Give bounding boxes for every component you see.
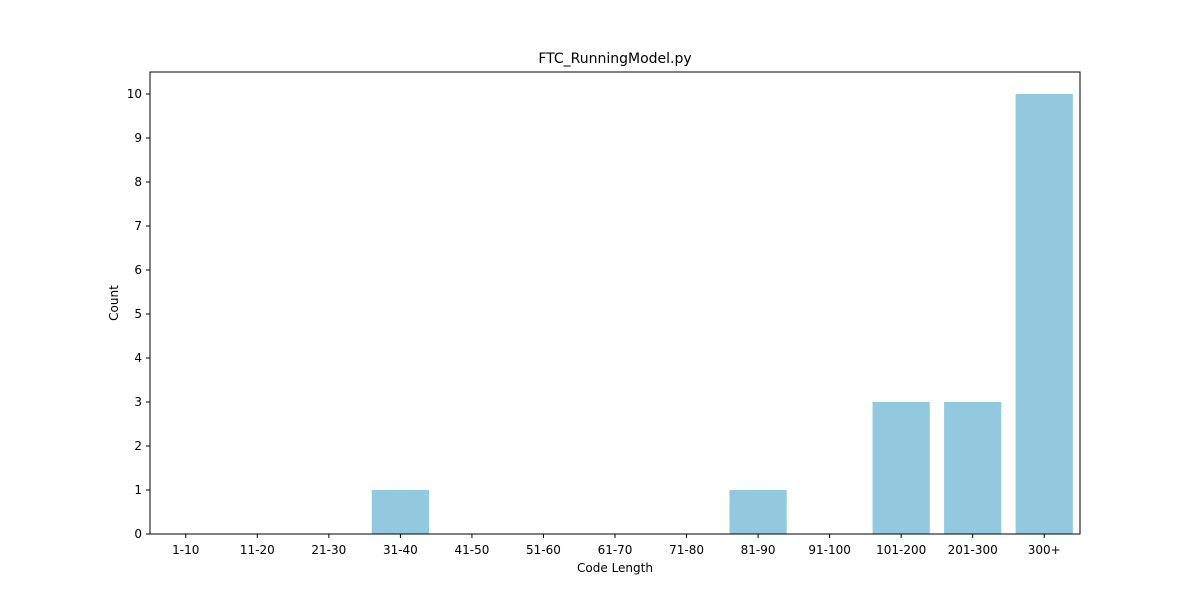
chart-title: FTC_RunningModel.py	[538, 51, 691, 67]
bar-101-200	[872, 402, 930, 534]
x-tick-label: 21-30	[311, 543, 346, 557]
y-tick-label: 5	[134, 307, 142, 321]
x-tick-label: 41-50	[454, 543, 489, 557]
x-tick-label: 201-300	[948, 543, 998, 557]
x-tick-label: 81-90	[741, 543, 776, 557]
x-tick-label: 1-10	[172, 543, 199, 557]
plot-frame	[149, 71, 1081, 535]
x-tick-label: 51-60	[526, 543, 561, 557]
y-tick-label: 1	[134, 483, 142, 497]
x-tick-label: 61-70	[598, 543, 633, 557]
y-axis: 0 1 2 3 4 5 6 7 8 9 10	[127, 87, 150, 541]
x-tick-label: 31-40	[383, 543, 418, 557]
bar-201-300	[944, 402, 1002, 534]
x-axis: 1-10 11-20 21-30 31-40 41-50 51-60 61-70 71-80 8…	[172, 534, 1061, 557]
bars-layer	[371, 94, 1073, 534]
bar-300+	[1015, 94, 1073, 534]
y-tick-label: 6	[134, 263, 142, 277]
y-axis-label: Count	[107, 285, 121, 321]
y-tick-label: 0	[134, 527, 142, 541]
x-tick-label: 71-80	[669, 543, 704, 557]
y-tick-label: 9	[134, 131, 142, 145]
bar-31-40	[371, 490, 429, 534]
y-tick-label: 7	[134, 219, 142, 233]
x-tick-label: 101-200	[876, 543, 926, 557]
y-tick-label: 2	[134, 439, 142, 453]
bar-81-90	[729, 490, 787, 534]
y-tick-label: 10	[127, 87, 142, 101]
y-tick-label: 8	[134, 175, 142, 189]
x-axis-label: Code Length	[577, 561, 653, 575]
x-tick-label: 91-100	[808, 543, 851, 557]
y-tick-label: 4	[134, 351, 142, 365]
x-tick-label: 11-20	[240, 543, 275, 557]
y-tick-label: 3	[134, 395, 142, 409]
x-tick-label: 300+	[1028, 543, 1061, 557]
